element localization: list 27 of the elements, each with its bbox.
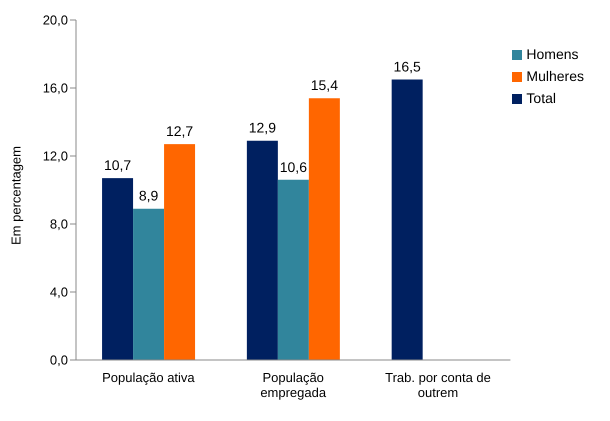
legend-label: Mulheres [526,68,584,84]
data-label: 12,9 [248,120,276,136]
data-label: 12,7 [166,123,194,140]
data-label: 8,9 [138,188,159,204]
y-tick-label: 20,0 [42,12,68,28]
bar [278,180,309,360]
bar [246,140,278,360]
x-tick-label: População ativa [102,370,196,385]
data-label: 16,5 [394,58,422,74]
y-tick-label: 0,0 [50,352,68,368]
y-tick-label: 8,0 [50,216,68,232]
x-tick-label: População empregada [260,370,327,400]
data-label: 10,7 [104,157,132,174]
data-label: 10,6 [280,158,308,175]
legend-label: Homens [526,46,579,62]
bar [308,98,340,360]
bar [164,144,196,360]
y-tick-label: 4,0 [50,284,68,300]
y-tick-label: 16,0 [42,80,68,96]
data-label: 15,4 [310,77,338,94]
bar [392,80,423,360]
y-axis-title: Em percentagem [8,146,24,245]
y-tick-label: 12,0 [42,148,68,164]
legend-label: Total [526,90,556,106]
bar [133,208,164,360]
x-tick-label: Trab. por conta de outrem [385,370,491,400]
bar [102,178,134,360]
